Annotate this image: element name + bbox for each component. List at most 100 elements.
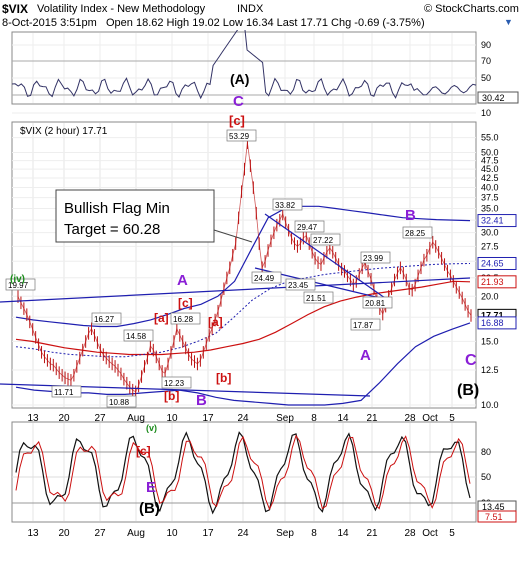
quote-line: Open 18.62 High 19.02 Low 16.34 Last 17.… (106, 17, 425, 29)
chart-root: $VIX Volatility Index - New Methodology … (0, 2, 519, 539)
wave-label-A-top: (A) (230, 71, 249, 87)
x-tick-label-main: 14 (337, 413, 349, 424)
price-annotation: 16.28 (173, 315, 194, 324)
price-annotation-box (251, 271, 282, 284)
price-annotation-box (285, 278, 316, 291)
price-annotation-box (272, 198, 303, 211)
x-tick-label-bottom: Sep (276, 528, 294, 539)
x-tick-label-bottom: 5 (449, 528, 455, 539)
price-annotation-box (161, 376, 192, 389)
y-tick-label: 45.0 (481, 164, 499, 174)
price-annotation: 27.22 (313, 236, 334, 245)
wave-label: [a] (154, 311, 169, 325)
ma-line (15, 280, 471, 356)
wave-label: C (233, 93, 244, 110)
wave-label: (B) (457, 382, 479, 399)
price-annotation: 11.71 (54, 388, 74, 397)
lower-band-line (15, 322, 471, 406)
x-tick-label-main: 24 (237, 413, 249, 424)
wave-label-B-bottom: (B) (139, 500, 160, 517)
top-tick-label: 10 (481, 108, 491, 118)
price-annotation: 33.82 (275, 201, 296, 210)
x-tick-label-main: 17 (202, 413, 214, 424)
x-tick-label-bottom: 8 (311, 528, 317, 539)
price-annotation-box (294, 220, 325, 233)
x-tick-label-bottom: 28 (404, 528, 416, 539)
price-annotation-box (123, 329, 154, 342)
x-tick-label-main: Aug (127, 413, 145, 424)
top-tick-label: 90 (481, 40, 491, 50)
x-tick-label-bottom: 27 (94, 528, 106, 539)
stoch-badge-label-2: 7.51 (485, 512, 503, 522)
y-tick-label: 10.0 (481, 400, 499, 410)
price-badge (477, 316, 517, 330)
price-badge (477, 214, 517, 228)
price-annotation-box (91, 312, 122, 325)
x-tick-label-main: 10 (166, 413, 178, 424)
wave-label: C (465, 352, 477, 369)
price-annotation: 16.27 (94, 315, 115, 324)
legend-price: $VIX (2 hour) 17.71 (20, 126, 108, 137)
trendline-upper (0, 277, 471, 303)
x-tick-label-bottom: 10 (166, 528, 178, 539)
price-annotation-box (402, 226, 433, 239)
price-annotation-box (170, 312, 201, 325)
index-name: Volatility Index - New Methodology (37, 3, 206, 15)
wave-label: A (360, 347, 371, 364)
x-tick-label-bottom: 24 (237, 528, 249, 539)
price-badge (477, 256, 517, 270)
price-annotation-box (106, 395, 137, 408)
wave-label: [c] (178, 296, 193, 310)
x-tick-label-bottom: Oct (422, 528, 438, 539)
price-annotation-box (360, 251, 391, 264)
x-tick-label-bottom: 17 (202, 528, 214, 539)
wave-label: (iv) (10, 274, 25, 285)
y-tick-label: 55.0 (481, 133, 499, 143)
price-annotation: 28.25 (405, 229, 426, 238)
price-badge-label: 17.71 (481, 310, 504, 320)
price-annotation: 29.47 (297, 223, 318, 232)
y-tick-label: 35.0 (481, 203, 499, 213)
wave-label: B (405, 207, 416, 224)
flag-top-line (264, 213, 386, 299)
price-line (17, 142, 472, 393)
price-annotation: 20.81 (365, 299, 386, 308)
x-tick-label-bottom: 14 (337, 528, 349, 539)
x-tick-label-bottom: 13 (27, 528, 39, 539)
dropdown-icon[interactable]: ▼ (504, 17, 513, 27)
price-annotation-box (350, 318, 381, 331)
x-tick-label-bottom: Aug (127, 528, 145, 539)
top-panel-frame (11, 31, 477, 105)
stoch-badge-2 (477, 510, 517, 523)
wave-label: A (177, 272, 188, 289)
price-annotation-box (362, 296, 393, 309)
stoch-badge-label-1: 13.45 (482, 502, 505, 512)
wave-label-E: E (146, 479, 156, 496)
price-annotation: 23.45 (288, 281, 309, 290)
price-annotation-box (303, 291, 334, 304)
callout-pointer (213, 229, 253, 243)
rsi-value-label: 30.42 (482, 93, 505, 103)
y-tick-label: 30.0 (481, 228, 499, 238)
x-tick-label-bottom: 21 (366, 528, 378, 539)
copyright-link[interactable]: © StockCharts.com (424, 3, 519, 15)
price-badge-label: 16.88 (481, 318, 504, 328)
y-tick-label: 42.5 (481, 173, 499, 183)
stoch-d-line (15, 434, 471, 511)
y-tick-label: 47.5 (481, 156, 499, 166)
y-tick-label: 20.0 (481, 291, 499, 301)
exchange-label: INDX (237, 3, 264, 15)
x-tick-label-main: Sep (276, 413, 294, 424)
chart-svg: 13 13 20 20 27 27 Aug Aug 10 10 17 17 24 24 Sep Sep 8 8 14… (0, 30, 519, 539)
y-tick-label: 15.0 (481, 336, 499, 346)
datetime-label: 8-Oct-2015 3:51pm (2, 17, 97, 29)
y-tick-label: 40.0 (481, 183, 499, 193)
x-tick-label-main: 13 (27, 413, 39, 424)
rsi-line (11, 30, 477, 100)
x-tick-label-main: Oct (422, 413, 438, 424)
price-annotation: 19.97 (8, 281, 29, 290)
top-tick-label: 70 (481, 56, 491, 66)
price-annotation: 23.99 (363, 254, 384, 263)
bottom-tick-label: 80 (481, 447, 491, 457)
price-badge-label: 21.93 (481, 277, 504, 287)
